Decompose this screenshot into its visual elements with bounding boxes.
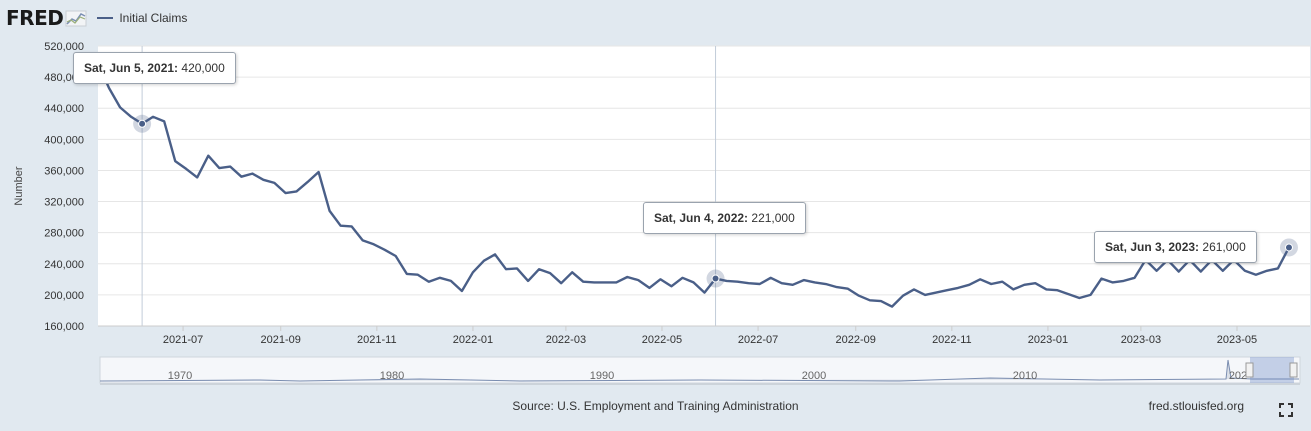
tooltip-value: 261,000: [1202, 240, 1246, 254]
navigator-year-label: 1980: [380, 370, 404, 382]
x-tick-label: 2023-01: [1028, 334, 1068, 346]
tooltip-jun-2021: Sat, Jun 5, 2021: 420,000: [73, 52, 236, 84]
trend-chart-icon: [65, 10, 87, 27]
x-tick-label: 2023-05: [1217, 334, 1257, 346]
tooltip-jun-2022: Sat, Jun 4, 2022: 221,000: [643, 202, 806, 234]
tooltip-value: 420,000: [181, 61, 225, 75]
tooltip-date: Sat, Jun 4, 2022:: [654, 211, 749, 225]
data-point-marker[interactable]: [1284, 243, 1293, 252]
y-tick-label: 360,000: [44, 165, 84, 177]
x-tick-label: 2022-05: [642, 334, 682, 346]
y-tick-label: 520,000: [44, 41, 84, 53]
tooltip-jun-2023: Sat, Jun 3, 2023: 261,000: [1094, 231, 1257, 263]
navigator-year-label: 202: [1229, 370, 1247, 382]
legend-label: Initial Claims: [119, 11, 188, 25]
x-tick-label: 2021-07: [163, 334, 203, 346]
navigator-year-label: 2010: [1013, 370, 1037, 382]
y-tick-label: 200,000: [44, 290, 84, 302]
tooltip-value: 221,000: [751, 211, 795, 225]
fullscreen-icon[interactable]: [1279, 403, 1293, 417]
tooltip-date: Sat, Jun 5, 2021:: [84, 61, 179, 75]
y-axis-label: Number: [13, 166, 25, 205]
x-axis-ticks: 2021-07 2021-09 2021-11 2022-01 2022-03 2022-…: [98, 325, 1310, 346]
series-line-initial-claims[interactable]: [96, 62, 1291, 308]
plot-area: [98, 46, 1310, 326]
navigator-year-label: 1970: [168, 370, 192, 382]
navigator-handle-right[interactable]: [1289, 362, 1298, 378]
navigator-selection[interactable]: [1250, 357, 1294, 383]
source-note: Source: U.S. Employment and Training Adm…: [512, 399, 799, 413]
x-tick-label: 2022-07: [738, 334, 778, 346]
x-tick-label: 2022-09: [836, 334, 876, 346]
y-tick-label: 440,000: [44, 103, 84, 115]
header: FRED Initial Claims: [6, 6, 187, 30]
x-tick-label: 2022-01: [453, 334, 493, 346]
data-point-marker[interactable]: [711, 274, 720, 283]
legend-line-swatch: [97, 17, 114, 19]
navigator-scrollbar[interactable]: [100, 383, 1300, 385]
x-tick-label: 2021-09: [261, 334, 301, 346]
y-tick-label: 320,000: [44, 197, 84, 209]
y-tick-label: 160,000: [44, 321, 84, 333]
y-axis-ticks: 160,000 200,000 240,000 280,000 320,000 360,0…: [44, 41, 84, 333]
highlight-markers: [133, 114, 1298, 288]
data-point-marker[interactable]: [138, 119, 147, 128]
site-link[interactable]: fred.stlouisfed.org: [1148, 399, 1244, 413]
navigator-series: [99, 359, 1299, 382]
y-tick-label: 400,000: [44, 134, 84, 146]
y-tick-label: 280,000: [44, 228, 84, 240]
navigator-year-label: 2000: [802, 370, 826, 382]
navigator-year-label: 1990: [590, 370, 614, 382]
x-tick-label: 2022-03: [546, 334, 586, 346]
tooltip-date: Sat, Jun 3, 2023:: [1105, 240, 1200, 254]
navigator-track[interactable]: [99, 356, 1301, 384]
x-tick-label: 2023-03: [1121, 334, 1161, 346]
navigator-labels: 1970 1980 1990 2000 2010 202: [168, 370, 1247, 382]
x-tick-label: 2022-11: [932, 334, 972, 346]
x-tick-label: 2021-11: [357, 334, 397, 346]
navigator-handle-left[interactable]: [1245, 362, 1254, 378]
chart-legend[interactable]: Initial Claims: [97, 11, 187, 25]
fred-logo[interactable]: FRED: [6, 6, 64, 30]
y-tick-label: 240,000: [44, 259, 84, 271]
